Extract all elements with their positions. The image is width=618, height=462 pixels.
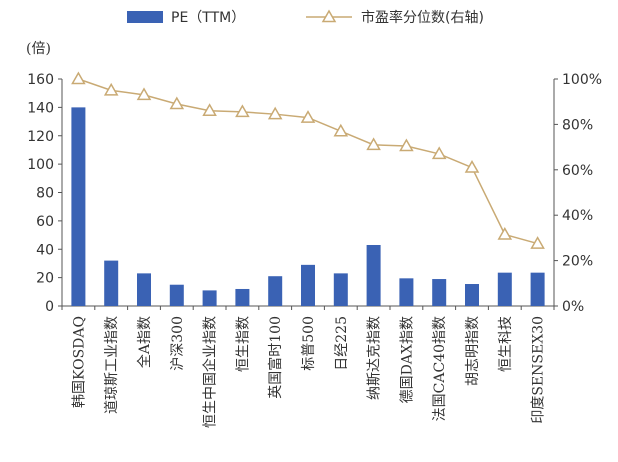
percentile-line — [78, 78, 538, 245]
x-category-label: 法国CAC40指数 — [432, 316, 448, 421]
y-left-tick-label: 160 — [27, 72, 54, 88]
bar — [137, 273, 151, 306]
bar — [432, 279, 447, 306]
y-right-tick-label: 0% — [562, 299, 584, 315]
percentile-point — [235, 104, 250, 118]
x-category-label: 韩国KOSDAQ — [71, 316, 87, 408]
x-category-label: 恒生科技 — [498, 316, 514, 372]
x-category-label: 印度SENSEX30 — [531, 316, 547, 424]
bar — [235, 288, 250, 306]
plot-area: 0 20 40 60 80 100 120 140 160 0% 20% 40% 60% 80% 100% 韩… — [27, 71, 602, 428]
y-left-tick-label: 140 — [27, 100, 54, 116]
y-right-tick-label: 60% — [562, 163, 593, 179]
bar — [301, 264, 315, 306]
legend-bar-label: PE（TTM） — [171, 10, 245, 26]
y-left-tick-label: 100 — [27, 157, 54, 173]
x-category-label: 日经225 — [334, 316, 350, 371]
percentile-point — [333, 123, 349, 137]
percentile-point — [464, 160, 480, 173]
x-category-label: 恒生中国企业指数 — [202, 316, 219, 428]
legend: PE（TTM） 市盈率分位数(右轴) — [127, 9, 484, 26]
percentile-point — [497, 226, 513, 240]
x-category-label: 胡志明指数 — [465, 316, 481, 386]
legend-line-label: 市盈率分位数(右轴) — [361, 9, 484, 26]
percentile-point — [71, 71, 86, 85]
percentile-point — [300, 110, 316, 123]
y-left-tick-label: 80 — [36, 186, 54, 202]
percentile-point — [530, 236, 545, 249]
x-category-label: 全A指数 — [136, 316, 153, 368]
percentile-point — [431, 146, 447, 160]
bar — [366, 244, 381, 306]
bar — [497, 272, 512, 306]
legend-bar-swatch — [127, 11, 163, 23]
y-right-tick-label: 80% — [562, 117, 593, 133]
percentile-point — [267, 106, 283, 120]
x-category-label: 道琼斯工业指数 — [104, 316, 120, 414]
bar — [104, 260, 119, 306]
percentile-point — [399, 138, 414, 152]
x-category-label: 沪深300 — [170, 316, 186, 371]
x-category-label: 纳斯达克指数 — [367, 316, 383, 400]
y-left-unit-label: (倍) — [26, 41, 51, 57]
x-category-label: 恒生指数 — [235, 316, 251, 372]
percentile-point — [169, 96, 185, 110]
y-left-tick-label: 0 — [45, 299, 54, 315]
y-right-tick-label: 100% — [562, 72, 602, 88]
bar — [333, 273, 348, 306]
bar — [268, 276, 283, 306]
percentile-point — [103, 82, 119, 96]
percentile-point — [136, 87, 152, 101]
y-left-tick-label: 40 — [36, 242, 54, 258]
y-right-tick-label: 20% — [562, 254, 593, 270]
y-right-tick-label: 40% — [562, 208, 593, 224]
percentile-point — [366, 137, 381, 151]
bar — [530, 272, 545, 306]
bar — [465, 284, 479, 306]
x-category-label: 德国DAX指数 — [399, 316, 415, 403]
y-left-tick-label: 120 — [27, 129, 54, 145]
bar — [202, 290, 217, 306]
bar — [399, 278, 414, 306]
x-category-label: 英国富时100 — [267, 316, 284, 399]
y-left-tick-label: 60 — [36, 214, 54, 230]
legend-triangle-marker-icon — [321, 9, 337, 23]
bar — [169, 284, 184, 306]
bar — [71, 107, 86, 306]
percentile-point — [202, 103, 217, 117]
x-category-label: 标普500 — [301, 316, 317, 371]
y-left-tick-label: 20 — [36, 271, 54, 287]
